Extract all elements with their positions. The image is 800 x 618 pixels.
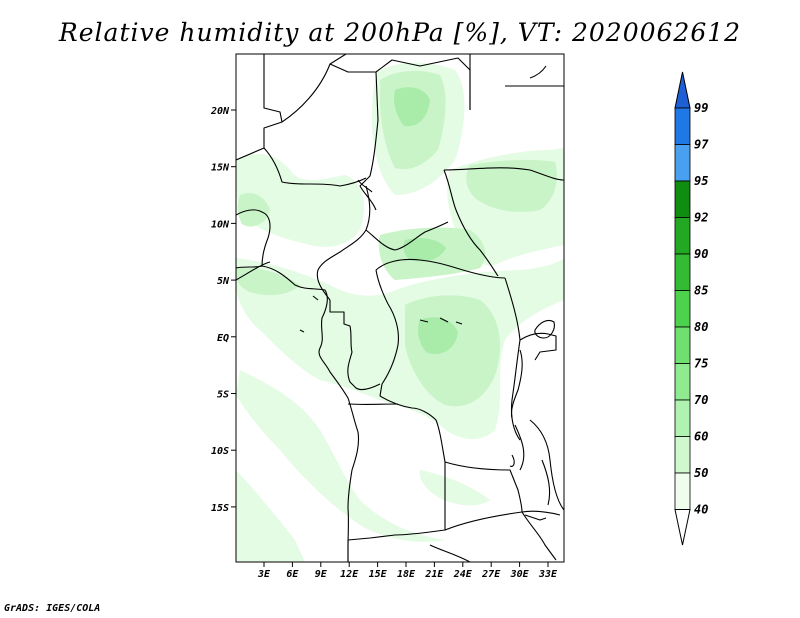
border: [504, 277, 521, 341]
colorbar-label: 92: [694, 211, 708, 225]
border: [263, 147, 367, 187]
colorbar-label: 80: [694, 320, 708, 334]
lon-label: 27E: [481, 569, 501, 580]
lake: [524, 514, 547, 521]
border: [347, 462, 446, 541]
colorbar-label: 70: [694, 393, 708, 407]
lon-label: 12E: [340, 569, 359, 580]
border: [375, 269, 389, 305]
border: [429, 544, 471, 562]
lake: [357, 179, 373, 193]
lake: [299, 329, 305, 333]
colorbar-swatch: [674, 436, 691, 474]
border: [281, 54, 347, 123]
color-legend: 99 97 95 92 90 85 80 75 70 60 50 40: [674, 71, 709, 546]
lake: [514, 424, 525, 471]
lon-label: 21E: [424, 569, 444, 580]
border: [521, 511, 557, 561]
map-title: Relative humidity at 200hPa [%], VT: 202…: [58, 18, 742, 47]
lon-label: 3E: [257, 569, 271, 580]
lat-label: 20N: [210, 106, 230, 117]
lon-label: 30E: [510, 569, 530, 580]
lake: [510, 349, 523, 419]
country-borders: [236, 54, 564, 562]
colorbar-swatch: [674, 326, 691, 364]
lon-label: 6E: [286, 569, 299, 580]
lat-label: 15S: [211, 503, 229, 514]
colorbar-label: 50: [694, 466, 708, 480]
border: [236, 261, 271, 281]
lat-label: 5S: [217, 390, 229, 401]
colorbar-swatch: [674, 399, 691, 437]
humidity-shading: [236, 62, 564, 562]
colorbar-label: 75: [694, 357, 708, 371]
colorbar-label: 99: [694, 101, 708, 115]
colorbar-label: 90: [694, 247, 708, 261]
border: [375, 258, 506, 279]
grads-credit: GrADS: IGES/COLA: [4, 603, 101, 614]
lat-label: EQ: [217, 333, 229, 344]
colorbar-top-arrow: [674, 71, 691, 109]
border: [529, 419, 564, 511]
border: [329, 57, 471, 110]
border: [236, 54, 283, 161]
lake: [455, 321, 463, 325]
border: [365, 221, 449, 251]
lon-label: 18E: [397, 569, 416, 580]
border: [359, 71, 379, 211]
longitude-axis: 3E 6E 9E 12E 15E 18E 21E 24E 27E 30E 33E: [257, 562, 558, 580]
colorbar-label: 60: [694, 430, 708, 444]
border: [519, 332, 557, 361]
colorbar-label: 97: [694, 138, 709, 152]
border: [510, 339, 521, 441]
lake: [419, 319, 429, 323]
colorbar-label: 95: [694, 174, 708, 188]
map-frame: [235, 53, 565, 563]
lake: [529, 65, 547, 79]
lake: [312, 295, 319, 301]
border: [236, 209, 271, 267]
colorbar-swatch: [674, 144, 691, 182]
border: [444, 461, 523, 513]
border: [443, 167, 564, 181]
colorbar-swatch: [674, 363, 691, 401]
colorbar-swatch: [674, 180, 691, 218]
colorbar-swatch: [674, 253, 691, 291]
colorbar-swatch: [674, 107, 691, 145]
colorbar-bottom-arrow: [674, 509, 691, 546]
border: [379, 303, 399, 397]
border: [443, 169, 499, 277]
lat-label: 10N: [211, 219, 230, 230]
lat-label: 5N: [217, 276, 230, 287]
lon-label: 15E: [369, 569, 388, 580]
coastline: [236, 265, 360, 562]
colorbar-label: 85: [694, 284, 708, 298]
lon-label: 24E: [453, 569, 473, 580]
colorbar-swatch: [674, 290, 691, 328]
lake: [541, 459, 551, 506]
lake: [534, 319, 555, 339]
border: [329, 300, 381, 391]
humidity-shading-high: [394, 87, 458, 354]
lat-label: 15N: [211, 163, 230, 174]
colorbar-swatch: [674, 472, 691, 510]
lat-label: 10S: [211, 446, 229, 457]
colorbar-swatch: [674, 217, 691, 255]
colorbar-label: 40: [694, 503, 708, 517]
border: [444, 510, 561, 531]
border: [316, 185, 371, 301]
lon-label: 9E: [315, 569, 328, 580]
latitude-axis: 20N 15N 10N 5N EQ 5S 10S 15S: [210, 106, 236, 514]
lake: [439, 317, 449, 323]
lon-label: 33E: [538, 569, 558, 580]
lake: [509, 454, 515, 467]
